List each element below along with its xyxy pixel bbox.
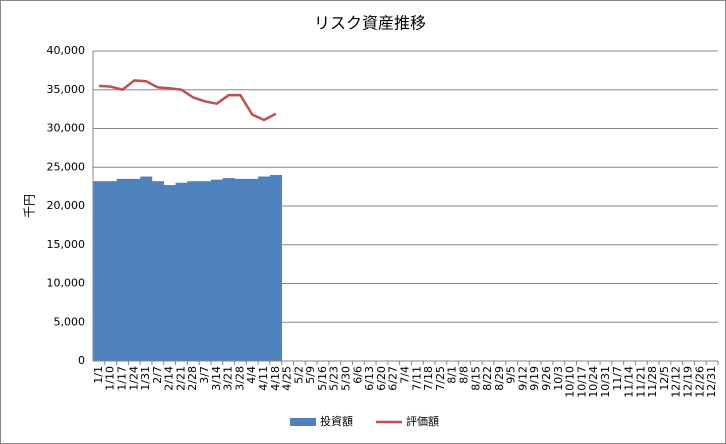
bar <box>222 178 235 361</box>
y-tick-label: 20,000 <box>47 199 86 212</box>
y-tick-label: 5,000 <box>54 315 86 328</box>
y-tick-label: 10,000 <box>47 277 86 290</box>
x-tick-label: 1/31 <box>139 366 152 391</box>
y-tick-label: 30,000 <box>47 122 86 135</box>
x-tick-label: 11/21 <box>634 366 647 398</box>
legend-swatch <box>290 418 316 426</box>
bar <box>93 181 106 361</box>
x-tick-label: 1/24 <box>127 366 140 391</box>
legend-label: 評価額 <box>406 414 439 428</box>
x-tick-label: 10/10 <box>564 366 577 398</box>
chart-title: リスク資産推移 <box>314 14 426 33</box>
x-tick-label: 5/9 <box>304 366 317 384</box>
x-tick-label: 10/24 <box>587 366 600 398</box>
x-tick-label: 3/14 <box>210 366 223 391</box>
x-tick-label: 12/5 <box>658 366 671 391</box>
x-tick-label: 9/26 <box>540 366 553 391</box>
legend-label: 投資額 <box>320 414 353 428</box>
x-tick-label: 12/19 <box>682 366 695 398</box>
y-tick-label: 35,000 <box>47 83 86 96</box>
bar <box>246 178 259 361</box>
x-tick-label: 2/7 <box>151 366 164 384</box>
x-tick-label: 4/18 <box>269 366 282 391</box>
x-tick-label: 3/28 <box>233 366 246 391</box>
x-tick-label: 9/5 <box>505 366 518 384</box>
bar <box>128 178 141 361</box>
bar <box>258 176 271 361</box>
x-tick-label: 10/17 <box>575 366 588 398</box>
x-tick-label: 3/7 <box>198 366 211 384</box>
x-tick-label: 5/23 <box>328 366 341 391</box>
x-tick-label: 3/21 <box>222 366 235 391</box>
y-tick-label: 15,000 <box>47 238 86 251</box>
x-tick-label: 10/31 <box>599 366 612 398</box>
x-tick-label: 8/29 <box>493 366 506 391</box>
bar <box>210 179 224 361</box>
x-tick-label: 6/13 <box>363 366 376 391</box>
x-tick-label: 4/11 <box>257 366 270 391</box>
x-tick-label: 4/25 <box>281 366 294 391</box>
bar <box>199 181 212 361</box>
x-tick-label: 1/10 <box>104 366 117 391</box>
x-tick-label: 5/16 <box>316 366 329 391</box>
bar <box>116 178 129 361</box>
bar <box>140 176 153 361</box>
x-tick-label: 4/4 <box>245 366 258 384</box>
bar <box>151 181 165 361</box>
bar <box>187 181 200 361</box>
bar <box>163 185 176 361</box>
x-tick-label: 7/25 <box>434 366 447 391</box>
x-tick-label: 12/31 <box>705 366 718 398</box>
x-tick-label: 11/7 <box>611 366 624 391</box>
x-tick-label: 8/8 <box>457 366 470 384</box>
x-tick-label: 10/3 <box>552 366 565 391</box>
x-tick-label: 9/19 <box>528 366 541 391</box>
x-tick-label: 8/22 <box>481 366 494 391</box>
x-tick-label: 5/30 <box>340 366 353 391</box>
x-tick-label: 2/28 <box>186 366 199 391</box>
x-tick-label: 5/2 <box>292 366 305 384</box>
y-tick-label: 40,000 <box>47 44 86 57</box>
x-tick-label: 11/14 <box>623 366 636 398</box>
bar <box>234 178 247 361</box>
x-tick-label: 6/27 <box>387 366 400 391</box>
y-axis-label: 千円 <box>23 194 37 218</box>
x-tick-label: 6/20 <box>375 366 388 391</box>
x-tick-label: 11/28 <box>646 366 659 398</box>
x-tick-label: 7/4 <box>399 366 412 384</box>
bar <box>104 181 117 361</box>
x-tick-label: 12/26 <box>693 366 706 398</box>
x-tick-label: 6/6 <box>351 366 364 384</box>
x-tick-label: 8/15 <box>469 366 482 391</box>
x-tick-label: 2/14 <box>163 366 176 391</box>
x-tick-label: 9/12 <box>516 366 529 391</box>
x-tick-label: 1/17 <box>115 366 128 391</box>
x-tick-label: 12/12 <box>670 366 683 398</box>
y-tick-label: 0 <box>78 354 85 367</box>
bar <box>269 175 282 361</box>
y-tick-label: 25,000 <box>47 160 86 173</box>
x-tick-label: 7/18 <box>422 366 435 391</box>
x-tick-label: 1/1 <box>92 366 105 384</box>
x-tick-label: 7/11 <box>410 366 423 391</box>
x-tick-label: 8/1 <box>446 366 459 384</box>
x-tick-label: 2/21 <box>174 366 187 391</box>
bar <box>175 182 188 361</box>
line-series <box>98 79 277 122</box>
